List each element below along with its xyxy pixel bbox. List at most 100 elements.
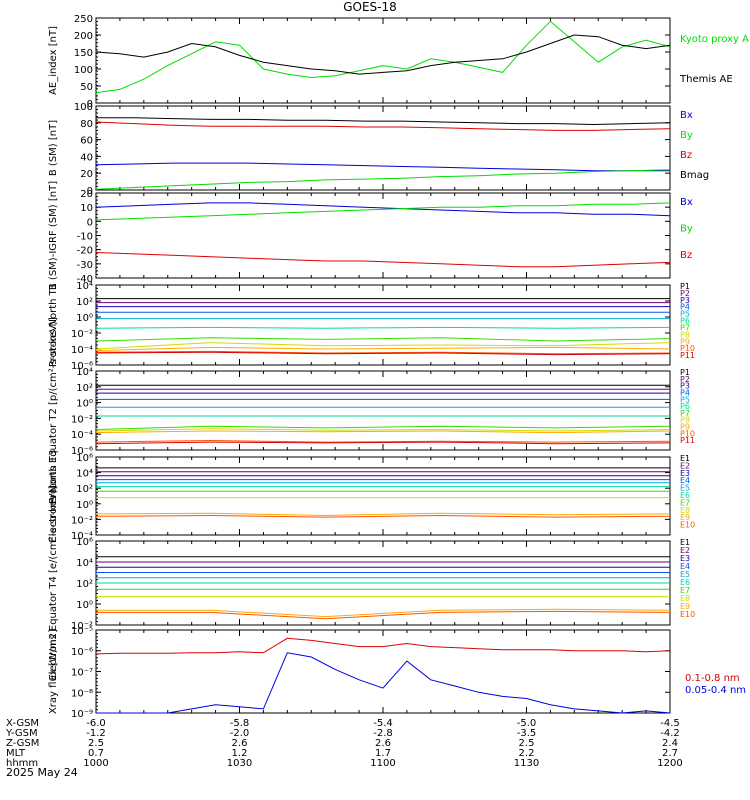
legend-label: P7 bbox=[680, 409, 690, 418]
y-tick-label: -30 bbox=[77, 260, 93, 271]
series-line bbox=[96, 610, 671, 620]
x-row-value: -1.2 bbox=[86, 728, 106, 739]
legend-label: E4 bbox=[680, 476, 690, 485]
y-tick-label: 250 bbox=[74, 14, 93, 25]
legend-label: 0.1-0.8 nm bbox=[685, 673, 740, 684]
legend-label: E9 bbox=[680, 602, 690, 611]
x-row-value: -4.2 bbox=[660, 728, 680, 739]
x-row-name: X-GSM bbox=[6, 718, 39, 729]
y-tick-label: 10⁻² bbox=[71, 515, 93, 526]
legend-label: P10 bbox=[680, 429, 695, 438]
panel-7: 10⁻² 10⁰ 10² 10⁴ 10⁶ Electrons Equator T4 [e/… bbox=[48, 485, 695, 680]
legend-label: P9 bbox=[680, 337, 690, 346]
series-line bbox=[95, 439, 671, 443]
series-line bbox=[95, 326, 671, 329]
legend-label: By bbox=[680, 224, 693, 235]
x-row-value: 1000 bbox=[83, 758, 108, 769]
series-line bbox=[95, 351, 671, 356]
panel-1: 0 50 100 150 200 250 AE_index [nT] Kyoto proxy … bbox=[48, 14, 750, 110]
legend-label: P7 bbox=[680, 323, 690, 332]
legend-label: P5 bbox=[680, 395, 690, 404]
legend-label: E7 bbox=[680, 586, 690, 595]
legend-label: E6 bbox=[680, 578, 690, 587]
y-tick-label: 10⁶ bbox=[76, 453, 93, 464]
legend-label: P11 bbox=[680, 436, 695, 445]
series-line bbox=[95, 202, 671, 221]
panel-frame bbox=[95, 629, 671, 714]
legend-label: Bx bbox=[680, 197, 693, 208]
panel-8: 10⁻⁹ 10⁻⁸ 10⁻⁷ 10⁻⁶ 10⁻⁵ Xray flux [W/m2] 0.1-… bbox=[48, 626, 746, 720]
panel-3: -40 -30 -20 -10 0 10 20 B (SM)-IGRF (SM) [nT] Bx… bbox=[48, 181, 693, 290]
legend-label: P4 bbox=[680, 388, 690, 397]
series-line bbox=[95, 202, 671, 217]
legend-label: E8 bbox=[680, 594, 690, 603]
x-row-value: 2.2 bbox=[519, 748, 535, 759]
legend-label: P1 bbox=[680, 282, 690, 291]
y-tick-label: 10 bbox=[80, 203, 93, 214]
y-tick-label: -20 bbox=[77, 246, 93, 257]
x-row-value: -5.4 bbox=[373, 718, 393, 729]
date-label: 2025 May 24 bbox=[6, 766, 78, 779]
figure-title: GOES-18 bbox=[343, 0, 397, 14]
legend-label: P2 bbox=[680, 375, 690, 384]
y-tick-label: 10⁻⁴ bbox=[71, 531, 93, 542]
y-tick-label: 10² bbox=[76, 579, 93, 590]
legend-label: P10 bbox=[680, 344, 695, 353]
y-tick-label: 60 bbox=[80, 136, 93, 147]
legend-label: P8 bbox=[680, 416, 690, 425]
y-tick-label: 0 bbox=[87, 99, 93, 110]
y-tick-label: 10⁴ bbox=[76, 367, 93, 378]
y-axis-label: B (SM) [nT] bbox=[48, 120, 59, 176]
legend-label: P3 bbox=[680, 382, 690, 391]
x-row-name: Y-GSM bbox=[5, 728, 38, 739]
x-row-name: MLT bbox=[6, 748, 26, 759]
legend-label: E8 bbox=[680, 506, 690, 515]
legend-label: P11 bbox=[680, 351, 695, 360]
y-tick-label: 200 bbox=[74, 31, 93, 42]
panel-5: 10⁻⁶ 10⁻⁴ 10⁻² 10⁰ 10² 10⁴ Protons Equator T2 … bbox=[48, 317, 695, 504]
panel-frame bbox=[95, 17, 671, 104]
legend-label: E9 bbox=[680, 513, 690, 522]
legend-label: E3 bbox=[680, 469, 690, 478]
x-row-value: 1200 bbox=[657, 758, 682, 769]
y-tick-label: 10⁻⁶ bbox=[71, 647, 93, 658]
y-tick-label: 10⁰ bbox=[76, 600, 93, 611]
y-tick-label: 10² bbox=[76, 383, 93, 394]
legend-label: E7 bbox=[680, 498, 690, 507]
legend-label: E4 bbox=[680, 562, 690, 571]
series-line bbox=[95, 162, 670, 172]
legend-label: E3 bbox=[680, 554, 690, 563]
series-line bbox=[95, 428, 671, 432]
y-tick-label: 10⁻⁹ bbox=[71, 709, 93, 720]
legend-label: E2 bbox=[680, 461, 690, 470]
y-tick-label: 10⁻⁵ bbox=[71, 626, 93, 637]
x-row-value: -2.0 bbox=[230, 728, 250, 739]
x-row-value: 0.7 bbox=[88, 748, 104, 759]
y-tick-label: 10⁻² bbox=[71, 329, 93, 340]
y-tick-label: 10⁻⁴ bbox=[71, 430, 93, 441]
legend-label: Bx bbox=[680, 110, 693, 121]
legend-label: Bz bbox=[680, 250, 692, 261]
legend-label: Kyoto proxy AE bbox=[680, 34, 750, 45]
y-tick-label: 20 bbox=[80, 189, 93, 200]
y-tick-label: 150 bbox=[74, 48, 93, 59]
y-tick-label: 10⁻⁴ bbox=[71, 345, 93, 356]
legend-label: E10 bbox=[680, 521, 695, 530]
legend-label: E10 bbox=[680, 610, 695, 619]
x-row-value: 1.7 bbox=[375, 748, 391, 759]
x-row-value: 1.2 bbox=[232, 748, 248, 759]
y-tick-label: 50 bbox=[80, 82, 93, 93]
legend-label: Bz bbox=[680, 150, 692, 161]
series-line bbox=[95, 121, 671, 131]
legend-label: P2 bbox=[680, 289, 690, 298]
x-row-value: 1130 bbox=[514, 758, 539, 769]
y-tick-label: 10² bbox=[76, 484, 93, 495]
x-row-value: -3.5 bbox=[517, 728, 537, 739]
legend-label: Bmag bbox=[680, 170, 709, 181]
legend-label: E5 bbox=[680, 570, 690, 579]
y-axis-label: Protons North T1 bbox=[48, 283, 59, 367]
x-row-value: 2.4 bbox=[662, 738, 678, 749]
series-line bbox=[95, 514, 671, 518]
